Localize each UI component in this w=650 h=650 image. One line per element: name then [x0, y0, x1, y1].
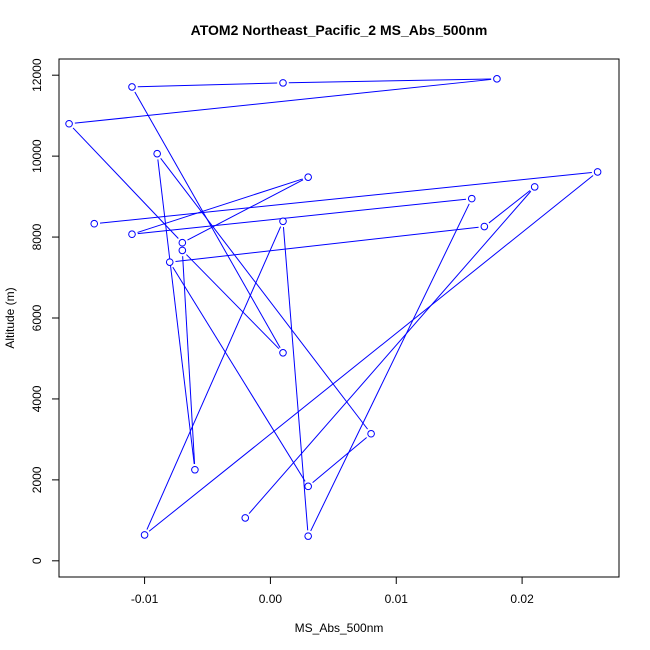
y-axis: 0 2000 4000 6000 8000 10000 12000	[30, 58, 60, 564]
series-segment	[248, 190, 532, 514]
series-segment	[488, 190, 531, 224]
plot-frame	[58, 58, 620, 578]
x-axis-label: MS_Abs_500nm	[295, 621, 384, 635]
data-point	[367, 429, 375, 438]
y-axis-label: Altitude (m)	[3, 287, 17, 348]
series-segment	[148, 175, 594, 532]
data-point	[304, 482, 312, 491]
series-segment	[310, 203, 470, 532]
data-point	[191, 465, 199, 474]
series-segment	[137, 178, 303, 233]
data-point	[304, 532, 312, 540]
data-point	[178, 246, 187, 255]
data-point	[90, 219, 99, 228]
data-point	[480, 222, 489, 231]
y-tick-label: 8000	[30, 223, 44, 250]
data-point	[593, 168, 602, 176]
series-segment	[175, 226, 479, 262]
data-point	[530, 183, 539, 191]
data-point	[241, 514, 250, 522]
data-point	[279, 217, 287, 226]
data-point	[128, 230, 136, 239]
series-segment	[137, 198, 467, 235]
series-segment	[312, 437, 367, 484]
data-point	[493, 75, 501, 83]
series-segment	[137, 82, 278, 88]
series-segment	[187, 179, 304, 241]
x-tick-label: 0.00	[259, 592, 283, 606]
y-tick-label: 2000	[30, 466, 44, 493]
y-tick-label: 10000	[30, 139, 44, 173]
series-segment	[182, 256, 196, 464]
series-segment	[186, 254, 280, 350]
data-point	[65, 119, 73, 128]
chart-title: ATOM2 Northeast_Pacific_2 MS_Abs_500nm	[191, 22, 488, 38]
data-point	[165, 258, 174, 266]
series-segment	[72, 127, 179, 239]
series-lines	[72, 78, 594, 532]
y-tick-label: 6000	[30, 304, 44, 331]
series-segment	[288, 78, 492, 84]
series-points	[65, 75, 602, 540]
series-segment	[282, 227, 309, 531]
y-tick-label: 4000	[30, 385, 44, 412]
data-point	[279, 349, 287, 357]
y-tick-label: 12000	[30, 58, 44, 92]
data-point	[153, 149, 161, 158]
data-point	[467, 194, 476, 203]
data-point	[140, 531, 149, 539]
x-axis: -0.01 0.00 0.01 0.02	[131, 576, 534, 606]
x-tick-label: -0.01	[131, 592, 159, 606]
series-segment	[172, 266, 306, 482]
series-segment	[99, 172, 592, 224]
series-segment	[146, 226, 282, 530]
data-point	[128, 83, 136, 91]
y-tick-label: 0	[30, 557, 44, 564]
data-point	[304, 173, 312, 181]
data-point	[279, 79, 287, 87]
series-segment	[157, 159, 195, 465]
data-point	[178, 238, 187, 247]
series-segment	[134, 91, 281, 349]
x-tick-label: 0.02	[510, 592, 534, 606]
series-segment	[74, 78, 492, 124]
x-tick-label: 0.01	[385, 592, 409, 606]
